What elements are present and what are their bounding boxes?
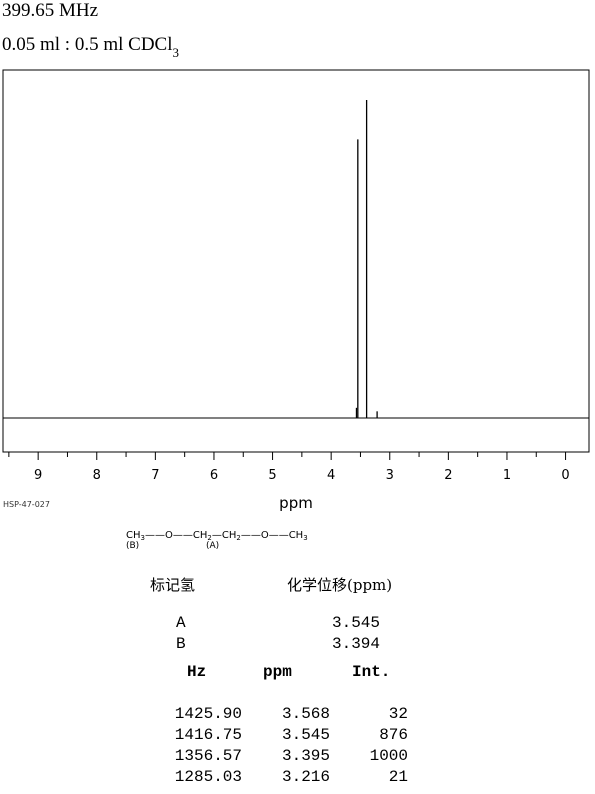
structure-formula: CH3——O——CH2—CH2——O——CH3 (B) (A) (126, 530, 308, 551)
spectrum-code: HSP-47-027 (3, 500, 50, 509)
ch3-right: CH3 (288, 530, 308, 542)
ch2-b: CH2 (221, 530, 241, 542)
label-b: (B) (126, 541, 140, 551)
plot-frame (2, 69, 590, 453)
peak-hz-2: 1416.75 (174, 726, 242, 744)
peak-hz-1: 1425.90 (174, 705, 242, 723)
x-tick-label: 9 (34, 468, 42, 483)
peak-int-3: 1000 (369, 747, 408, 765)
oxygen-2: O (260, 530, 269, 541)
peak-header-hz: Hz (187, 663, 207, 681)
assignment-shift-b: 3.394 (332, 635, 381, 653)
peak-int-4: 21 (388, 768, 408, 786)
sample-description-text: 0.05 ml : 0.5 ml CDCl (2, 34, 173, 55)
bond: —— (144, 530, 165, 541)
x-tick-label: 1 (503, 468, 511, 483)
x-tick-label: 8 (93, 468, 101, 483)
x-tick-label: 4 (327, 468, 335, 483)
peak-hz-3: 1356.57 (174, 747, 242, 765)
x-tick-label: 6 (210, 468, 218, 483)
x-tick-label: 0 (561, 468, 569, 483)
peak-header-ppm: ppm (263, 663, 292, 681)
nmr-spectrum-chart: 9 8 7 6 5 4 3 2 1 0 ppm (2, 69, 590, 512)
ch2-a: CH2 (192, 530, 212, 542)
spectrometer-frequency: 399.65 MHz (2, 0, 99, 21)
x-tick-label: 7 (151, 468, 159, 483)
peak-ppm-2: 3.545 (281, 726, 330, 744)
peak-ppm-4: 3.216 (281, 768, 330, 786)
bond: — (211, 530, 222, 541)
assignment-shift-a: 3.545 (332, 614, 381, 632)
sample-description: 0.05 ml : 0.5 ml CDCl3 (2, 34, 179, 61)
peak-ppm-1: 3.568 (281, 705, 330, 723)
x-tick-label: 2 (444, 468, 452, 483)
bond: —— (172, 530, 193, 541)
assignment-label-a: A (176, 614, 186, 632)
sample-description-subscript: 3 (172, 45, 180, 60)
oxygen-1: O (164, 530, 173, 541)
label-a: (A) (206, 541, 220, 551)
peak-int-1: 32 (388, 705, 408, 723)
x-axis: 9 8 7 6 5 4 3 2 1 0 (8, 452, 570, 483)
x-axis-label: ppm (279, 494, 313, 512)
peak-hz-4: 1285.03 (174, 768, 242, 786)
bond: —— (240, 530, 261, 541)
peaks-layer (3, 100, 589, 419)
assignment-header-shift: 化学位移(ppm) (287, 576, 393, 594)
bond: —— (268, 530, 289, 541)
peak-int-2: 876 (379, 726, 408, 744)
assignment-label-b: B (176, 635, 186, 653)
peak-header-int: Int. (352, 663, 391, 681)
ch3-left: CH3 (126, 530, 145, 542)
x-tick-label: 5 (268, 468, 276, 483)
peak-ppm-3: 3.395 (281, 747, 330, 765)
assignment-header-label: 标记氢 (150, 576, 196, 594)
x-tick-label: 3 (386, 468, 394, 483)
